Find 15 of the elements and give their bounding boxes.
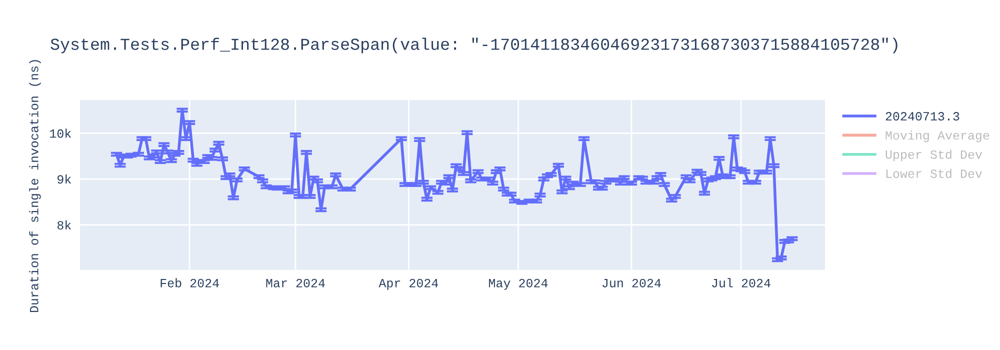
x-tick-label: Jul 2024 [712, 278, 770, 288]
x-tick-label: Apr 2024 [378, 278, 438, 290]
legend-label: Upper Std Dev [886, 150, 982, 162]
y-tick-label: 9k [58, 174, 72, 184]
legend-label: 20240713.3 [886, 112, 960, 121]
y-tick-label: 8k [57, 220, 72, 230]
x-tick-label: Mar 2024 [266, 278, 325, 288]
x-tick-label: Feb 2024 [160, 278, 219, 288]
legend-label: Moving Average [886, 130, 990, 142]
legend-label: Lower Std Dev [886, 168, 982, 178]
y-tick-label: 10k [50, 128, 72, 138]
x-tick-label: May 2024 [489, 278, 548, 290]
chart-title: System.Tests.Perf_Int128.ParseSpan(value: "-170141183460469231731687303715884105728") [50, 38, 898, 54]
x-tick-label: Jun 2024 [602, 278, 661, 288]
y-axis-title: Duration of single invocation (ns) [29, 60, 41, 312]
